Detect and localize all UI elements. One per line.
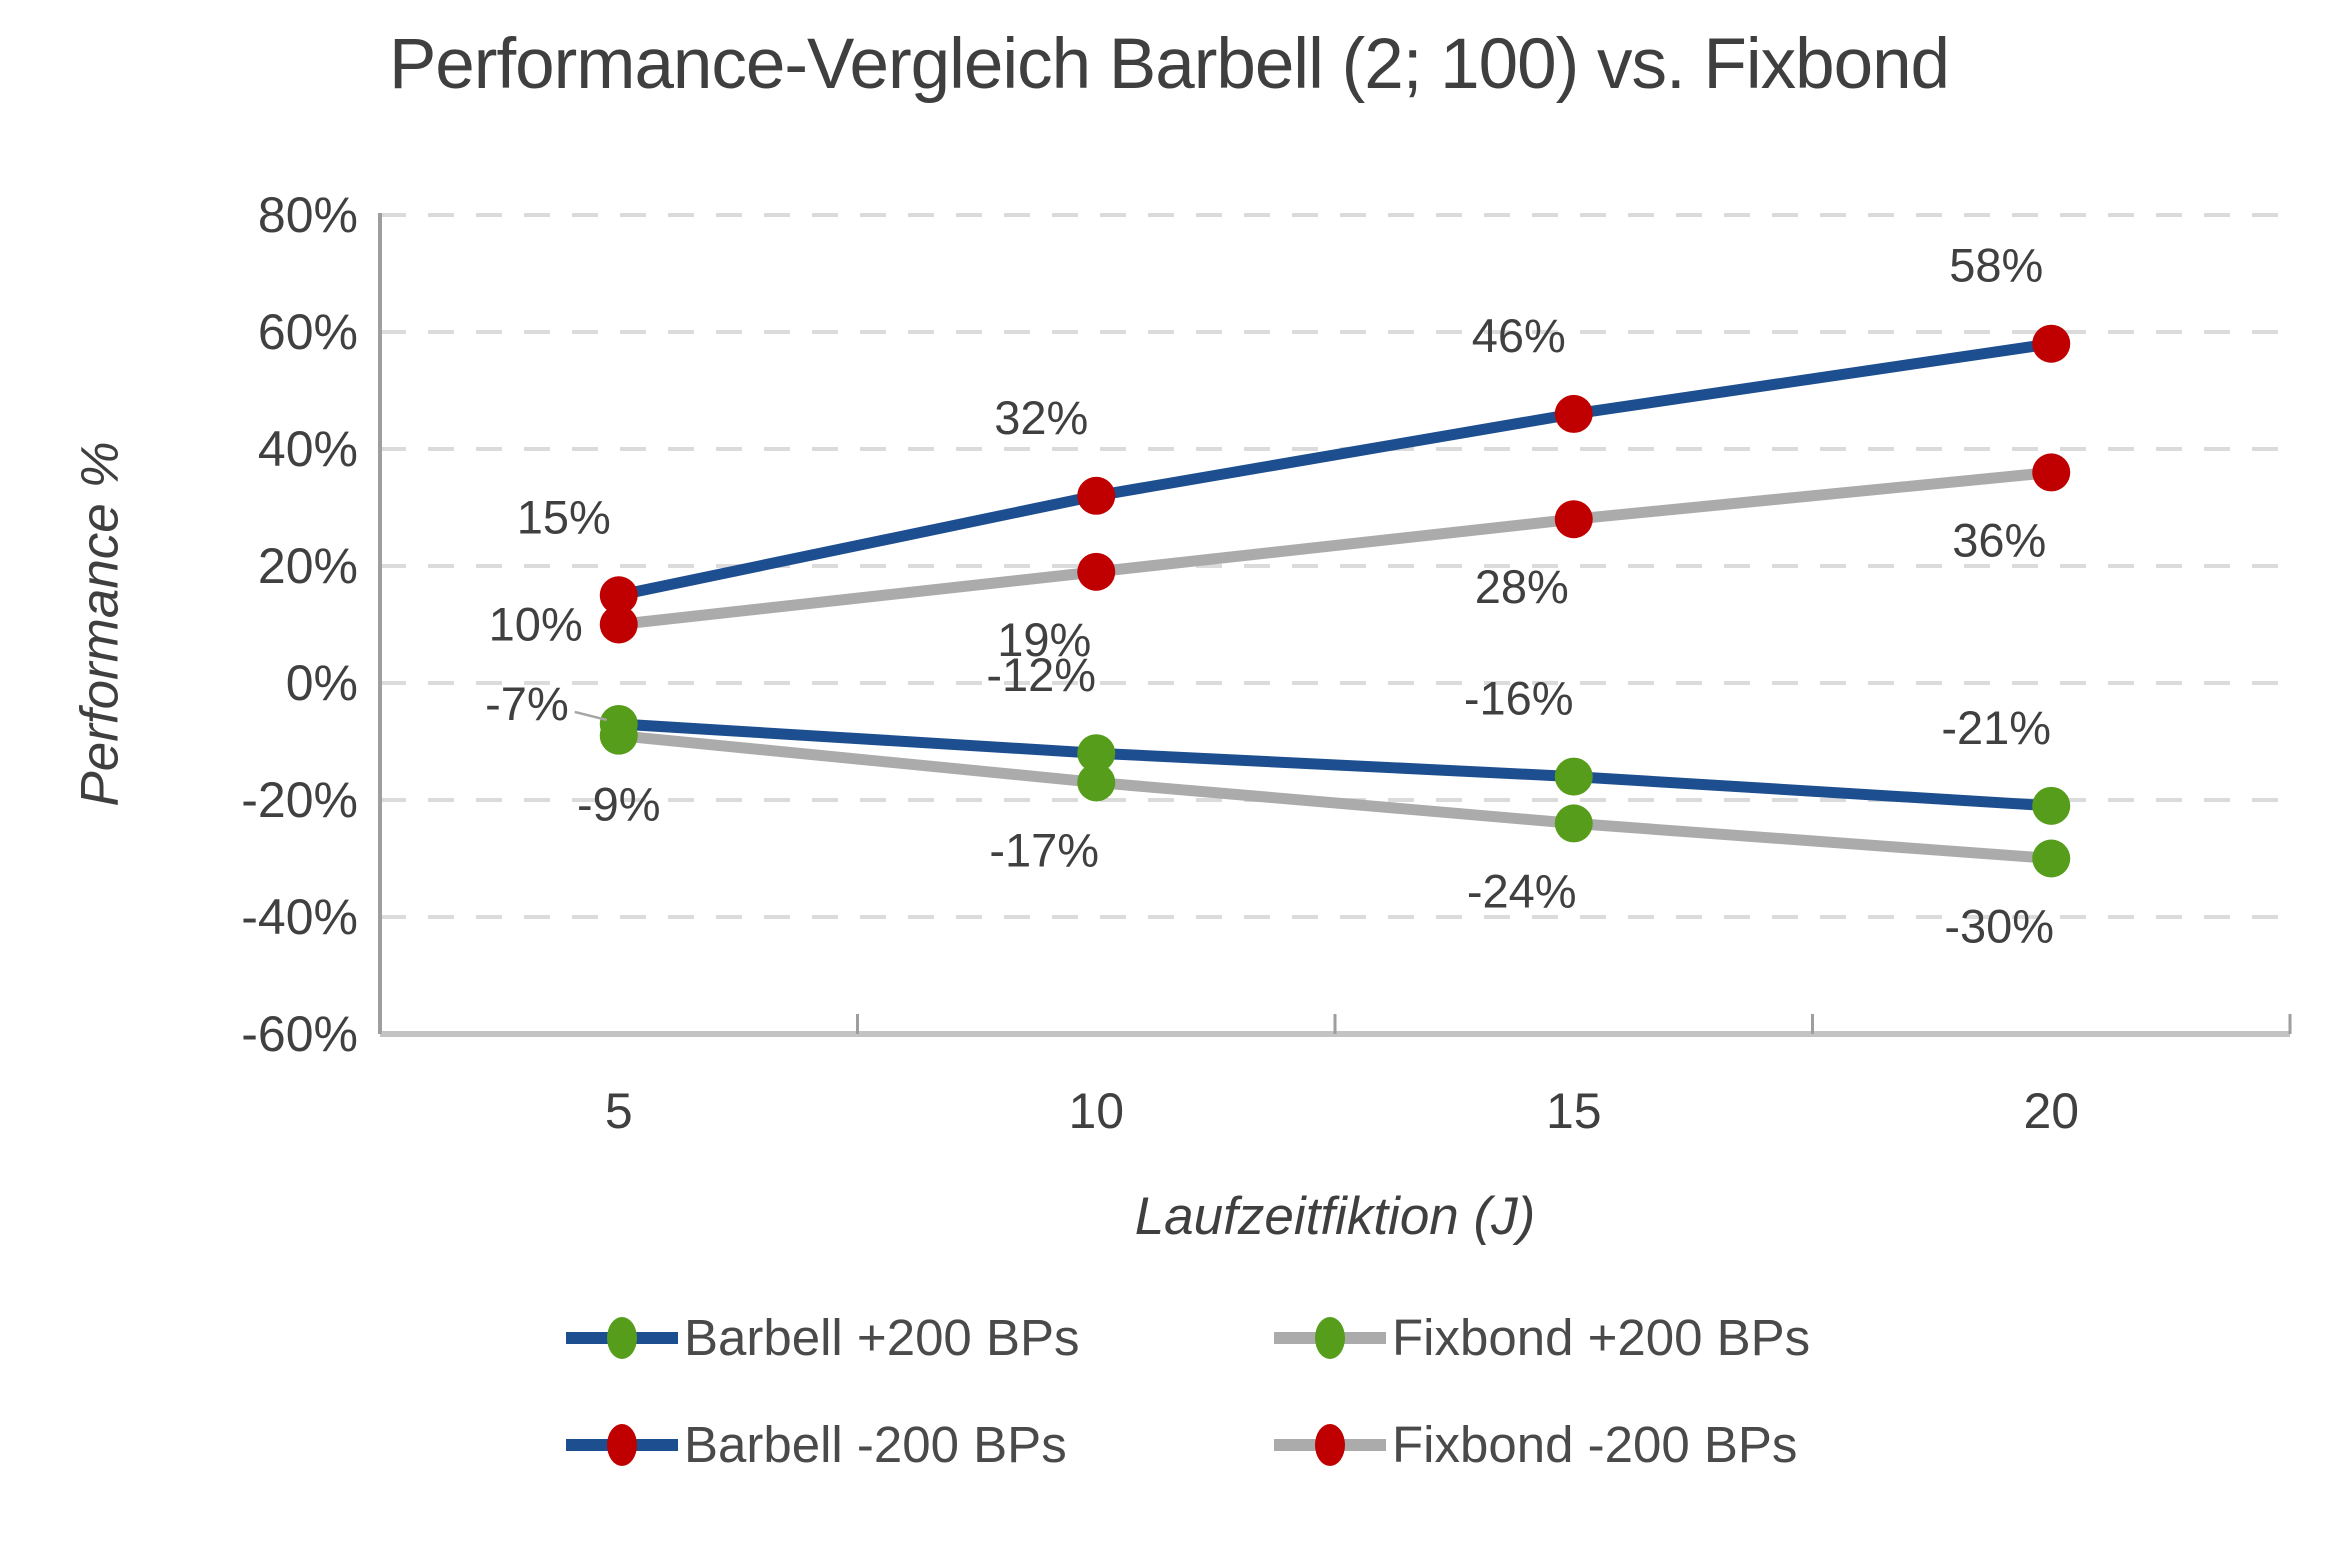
- data-point-marker: [2032, 786, 2071, 825]
- data-point-label: 19%: [997, 613, 1091, 666]
- data-point-label: 15%: [517, 490, 611, 543]
- data-label-leader-line: [574, 710, 608, 722]
- legend-swatch-icon: [1274, 1315, 1386, 1361]
- y-tick-label: 20%: [258, 538, 358, 594]
- data-point-marker: [2032, 453, 2071, 492]
- data-point-marker: [1554, 394, 1593, 433]
- data-point-label: 46%: [1472, 309, 1566, 362]
- legend-label: Barbell -200 BPs: [684, 1416, 1067, 1473]
- data-point-marker: [599, 605, 638, 644]
- legend-label: Fixbond -200 BPs: [1392, 1416, 1798, 1473]
- legend-swatch-icon: [566, 1315, 678, 1361]
- data-point-marker: [599, 704, 638, 743]
- y-tick-label: 60%: [258, 304, 358, 360]
- data-point-label: -7%: [485, 677, 569, 730]
- y-axis-title: Performance %: [70, 441, 130, 807]
- y-tick-label: 0%: [286, 655, 358, 711]
- data-point-marker: [2032, 324, 2071, 363]
- data-point-marker: [599, 576, 638, 615]
- series-line-barbell: [613, 718, 2057, 812]
- chart-title: Performance-Vergleich Barbell (2; 100) v…: [388, 25, 1950, 104]
- legend-swatch-icon: [1274, 1422, 1386, 1468]
- x-tick-label: 20: [2023, 1083, 2079, 1139]
- data-point-marker: [1554, 500, 1593, 539]
- x-tick-label: 5: [605, 1083, 633, 1139]
- series-line-barbell: [613, 338, 2057, 601]
- data-point-label: 32%: [994, 391, 1088, 444]
- x-tick-label: 15: [1546, 1083, 1602, 1139]
- y-tick-label: -20%: [241, 772, 358, 828]
- data-point-marker: [2032, 839, 2071, 878]
- data-point-label: -16%: [1464, 672, 1574, 725]
- x-axis-title: Laufzeitfiktion (J): [1134, 1187, 1536, 1246]
- legend-entry: Fixbond +200 BPs: [1274, 1308, 1942, 1367]
- data-point-marker: [1077, 552, 1116, 591]
- data-point-label: -30%: [1944, 900, 2054, 953]
- legend-swatch-icon: [566, 1422, 678, 1468]
- data-point-label: -12%: [986, 648, 1096, 701]
- data-point-marker: [1077, 734, 1116, 773]
- legend-label: Fixbond +200 BPs: [1392, 1309, 1811, 1366]
- data-point-label: -17%: [989, 823, 1099, 876]
- x-tick-label: 10: [1068, 1083, 1124, 1139]
- series-line-fixbond: [613, 730, 2057, 864]
- legend-entry: Fixbond -200 BPs: [1274, 1415, 1942, 1474]
- data-point-marker: [1077, 763, 1116, 802]
- data-point-label: 10%: [489, 598, 583, 651]
- legend-grid: Barbell +200 BPs Fixbond +200 BPs Barbell …: [566, 1308, 1942, 1474]
- y-tick-label: 80%: [258, 187, 358, 243]
- legend: Barbell +200 BPs Fixbond +200 BPs Barbell …: [0, 1308, 2338, 1474]
- y-tick-label: 40%: [258, 421, 358, 477]
- data-point-marker: [1554, 804, 1593, 843]
- series-line-fixbond: [613, 466, 2057, 630]
- data-point-label: -9%: [577, 778, 661, 831]
- data-point-label: -24%: [1467, 864, 1577, 917]
- data-point-label: 36%: [1952, 513, 2046, 566]
- data-point-marker: [1554, 757, 1593, 796]
- data-point-label: -21%: [1941, 701, 2051, 754]
- legend-label: Barbell +200 BPs: [684, 1309, 1080, 1366]
- y-tick-label: -40%: [241, 889, 358, 945]
- data-point-marker: [1077, 476, 1116, 515]
- legend-entry: Barbell -200 BPs: [566, 1415, 1234, 1474]
- data-point-label: 28%: [1475, 560, 1569, 613]
- y-tick-label: -60%: [241, 1006, 358, 1062]
- data-point-label: 58%: [1949, 239, 2043, 292]
- legend-entry: Barbell +200 BPs: [566, 1308, 1234, 1367]
